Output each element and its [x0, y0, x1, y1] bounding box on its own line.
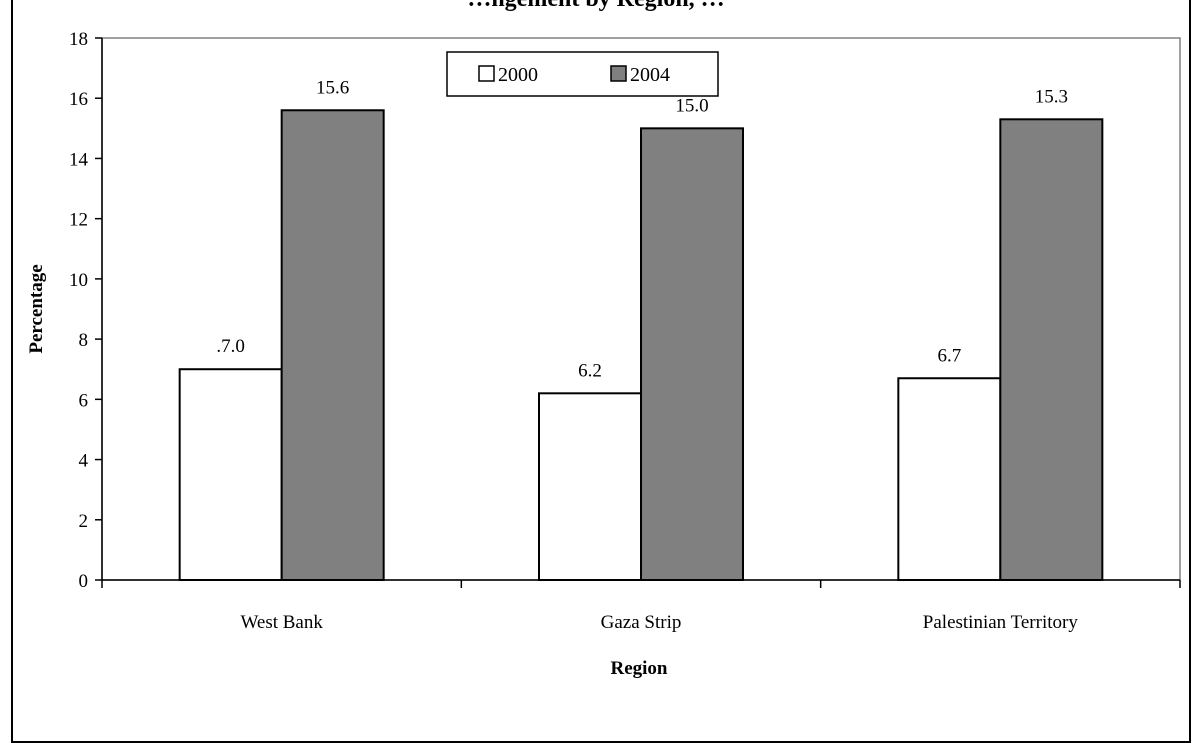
data-label: 6.7	[937, 345, 961, 366]
data-label: 15.3	[1035, 86, 1068, 107]
y-tick-label: 12	[69, 210, 88, 231]
y-tick-label: 8	[79, 330, 89, 351]
data-label: 15.6	[316, 77, 349, 98]
bar-2004-west-bank	[280, 109, 385, 582]
data-label: .7.0	[216, 336, 245, 357]
y-tick-label: 16	[69, 89, 88, 110]
y-axis-ticks: 0 2 4 6 8 10 12 14 16 18	[69, 29, 102, 592]
legend-swatch-2000	[478, 65, 495, 82]
y-tick-label: 10	[69, 270, 88, 291]
x-tick-label: Gaza Strip	[601, 612, 682, 633]
legend-label-2000: 2000	[498, 64, 538, 86]
x-tick-label: West Bank	[240, 612, 323, 633]
bar-2000-gaza-strip	[538, 392, 642, 581]
y-tick-label: 6	[79, 390, 89, 411]
y-tick-label: 14	[69, 149, 89, 170]
chart-title: …ngement by Region, …	[0, 0, 1192, 13]
bar-2000-palestinian-territory	[897, 377, 1002, 581]
x-axis-title: Region	[611, 658, 668, 679]
bar-2004-palestinian-territory	[999, 118, 1104, 582]
bar-2000-west-bank	[178, 368, 283, 581]
y-axis-title: Percentage	[26, 264, 47, 353]
bars: .7.0 15.6 6.2 15.0 6.7 15.3	[178, 77, 1104, 582]
bar-2004-gaza-strip	[640, 127, 744, 581]
x-axis-ticks: West Bank Gaza Strip Palestinian Territory	[101, 580, 1181, 633]
y-tick-label: 0	[79, 571, 89, 592]
legend: 2000 2004	[446, 51, 719, 97]
x-tick-label: Palestinian Territory	[923, 612, 1079, 633]
y-tick-label: 18	[69, 29, 88, 50]
legend-label-2004: 2004	[630, 64, 670, 86]
data-label: 15.0	[675, 95, 708, 116]
y-tick-label: 4	[79, 451, 89, 472]
y-tick-label: 2	[79, 511, 89, 532]
data-label: 6.2	[578, 360, 602, 381]
legend-swatch-2004	[610, 65, 627, 82]
